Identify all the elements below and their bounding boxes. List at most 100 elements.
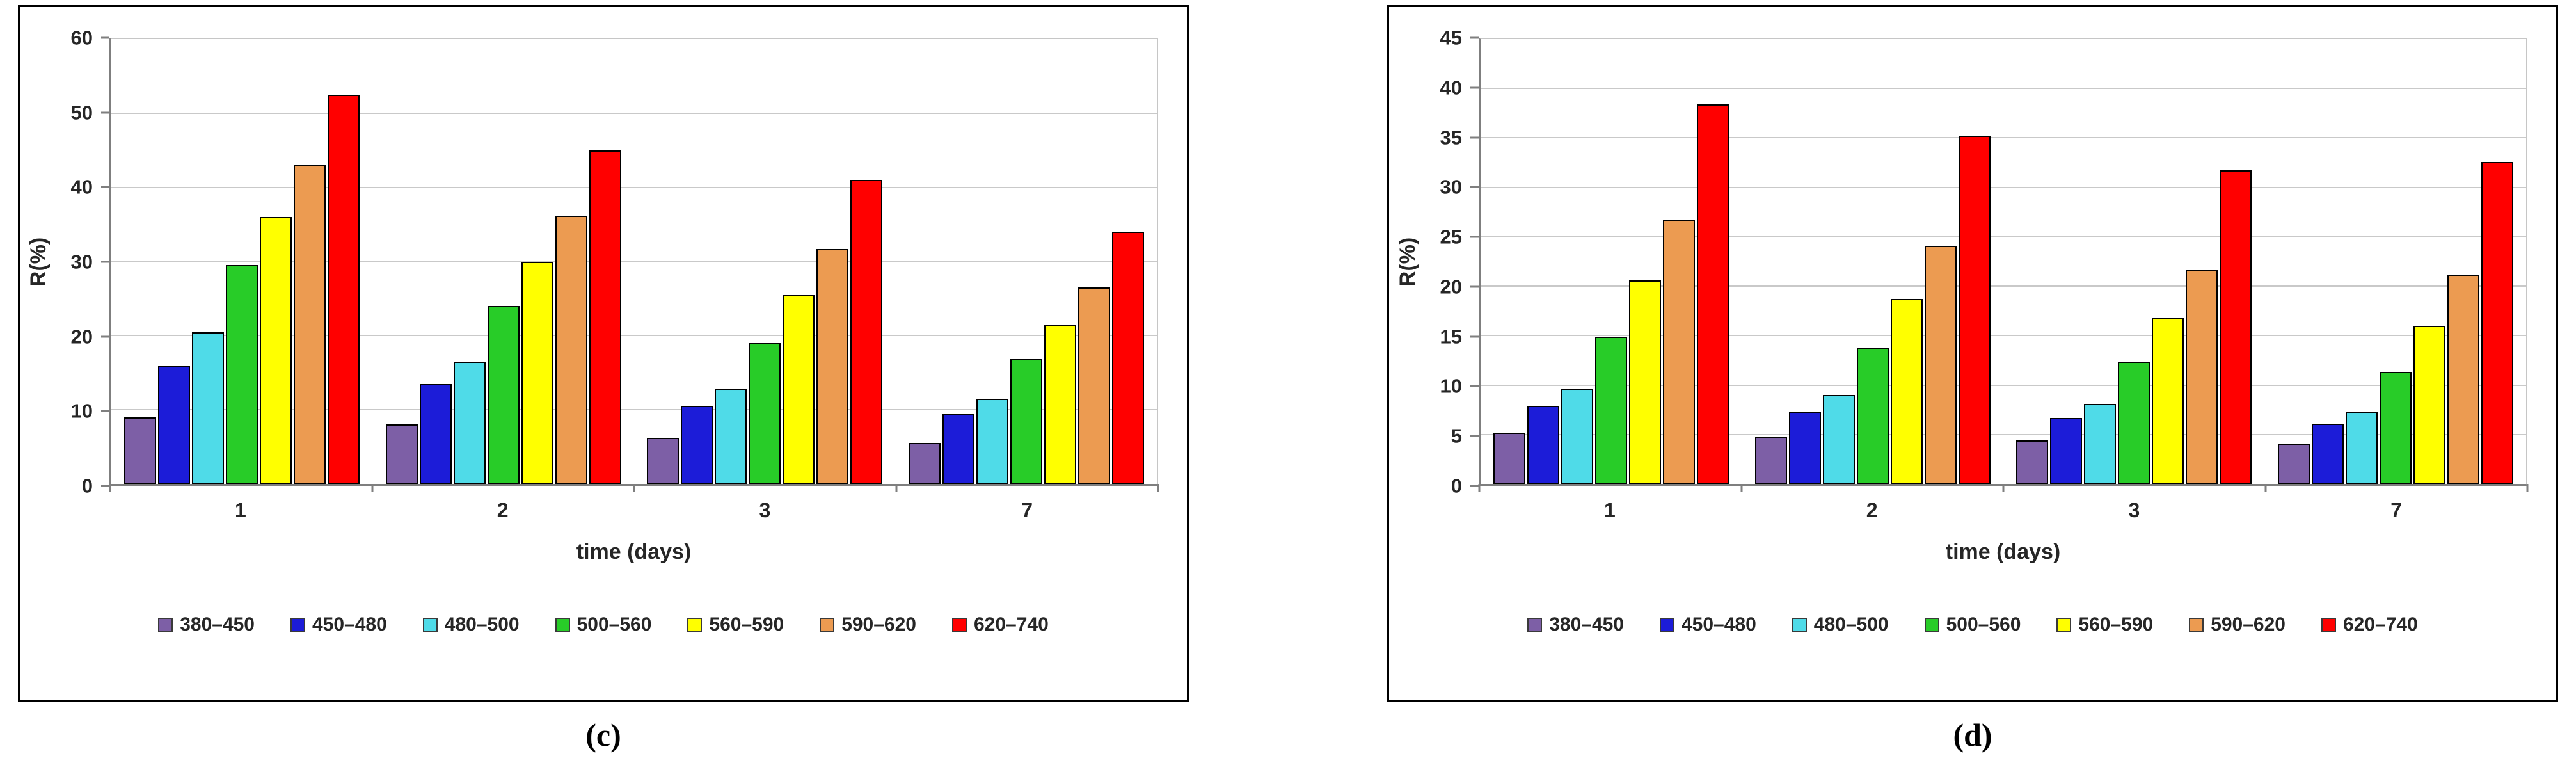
legend-item-590–620: 590–620 — [820, 614, 916, 636]
bar-group-day-2 — [1742, 39, 2004, 484]
panel-caption-d: (d) — [1953, 717, 1992, 753]
bar-group-day-3 — [2003, 39, 2265, 484]
legend-label: 380–450 — [1549, 614, 1624, 635]
bar-620–740-day-7 — [2481, 161, 2513, 484]
legend-color-swatch — [158, 617, 173, 632]
x-axis-tickmarks — [1478, 484, 2529, 493]
bar-480–500-day-1 — [192, 332, 225, 484]
legend-label: 450–480 — [312, 614, 387, 635]
bar-group-day-3 — [634, 39, 896, 484]
y-tick-label: 20 — [1440, 275, 1462, 298]
bar-480–500-day-3 — [715, 389, 747, 484]
bar-620–740-day-1 — [1697, 104, 1729, 484]
bar-group-day-1 — [1481, 39, 1742, 484]
bar-380–450-day-7 — [2277, 443, 2310, 484]
y-tick-mark — [1470, 36, 1479, 39]
legend-label: 380–450 — [180, 614, 255, 635]
bar-480–500-day-2 — [453, 361, 486, 484]
bar-380–450-day-1 — [1493, 432, 1526, 484]
legend-item-380–450: 380–450 — [158, 614, 255, 636]
gridline — [111, 186, 1157, 188]
bar-500–560-day-1 — [226, 265, 258, 484]
x-category-label: 1 — [1603, 499, 1616, 522]
legend-item-590–620: 590–620 — [2189, 614, 2286, 636]
legend: 380–450 450–480 480–500 500–560 560–590 590–6… — [26, 614, 1181, 636]
bar-380–450-day-7 — [908, 443, 941, 484]
legend-item-450–480: 450–480 — [290, 614, 387, 636]
y-tick-mark — [101, 186, 109, 188]
bar-groups — [111, 39, 1157, 484]
bar-500–560-day-2 — [487, 306, 520, 484]
bar-590–620-day-7 — [2447, 274, 2479, 484]
y-tick-mark — [1470, 285, 1479, 288]
legend-label: 620–740 — [2342, 614, 2418, 635]
y-tick-mark — [1470, 435, 1479, 437]
legend-color-swatch — [290, 617, 305, 632]
bar-500–560-day-2 — [1856, 347, 1889, 484]
y-tick-mark — [1470, 86, 1479, 89]
y-tick-label: 35 — [1440, 126, 1462, 149]
bar-500–560-day-7 — [2379, 372, 2412, 484]
bar-590–620-day-3 — [816, 248, 849, 484]
bar-380–450-day-3 — [647, 438, 680, 484]
plot-area — [109, 38, 1159, 492]
bar-380–450-day-2 — [385, 424, 418, 484]
y-axis-ticks: 0 5 10 15 20 25 30 35 40 45 — [1389, 28, 1479, 496]
legend-label: 450–480 — [1682, 614, 1756, 635]
x-axis-labels: 1 2 3 7 — [1479, 499, 2527, 522]
gridline — [1481, 285, 2526, 287]
gridline — [1481, 88, 2526, 90]
legend-color-swatch — [2189, 617, 2204, 632]
bar-480–500-day-3 — [2084, 403, 2117, 484]
bar-560–590-day-7 — [1044, 324, 1076, 484]
x-boundary-tick — [2526, 484, 2529, 492]
y-axis-ticks: 0 10 20 30 40 50 60 — [20, 28, 109, 496]
x-boundary-tick — [895, 484, 897, 492]
y-tick-mark — [1470, 335, 1479, 338]
bar-560–590-day-2 — [1890, 299, 1923, 484]
y-tick-mark — [101, 111, 109, 114]
x-category-label: 7 — [1021, 499, 1033, 522]
bar-560–590-day-3 — [2152, 318, 2184, 484]
y-tick-mark — [101, 335, 109, 338]
legend-color-swatch — [1792, 617, 1807, 632]
legend-label: 620–740 — [973, 614, 1049, 635]
y-tick-mark — [1470, 186, 1479, 188]
legend-item-620–740: 620–740 — [951, 614, 1049, 636]
gridline — [1481, 433, 2526, 435]
y-tick-label: 0 — [81, 474, 93, 497]
legend-label: 560–590 — [709, 614, 784, 635]
bar-500–560-day-3 — [2118, 361, 2151, 484]
x-category-label: 3 — [759, 499, 771, 522]
bar-380–450-day-2 — [1754, 437, 1787, 484]
gridlines — [111, 39, 1157, 484]
x-boundary-tick — [109, 484, 111, 492]
y-tick-mark — [1470, 385, 1479, 387]
bar-450–480-day-2 — [1788, 412, 1821, 484]
y-tick-label: 45 — [1440, 26, 1462, 49]
y-tick-mark — [101, 485, 109, 487]
y-tick-label: 0 — [1451, 474, 1462, 497]
legend-item-620–740: 620–740 — [2321, 614, 2418, 636]
legend-color-swatch — [2321, 617, 2336, 632]
y-tick-label: 40 — [1440, 76, 1462, 99]
gridline — [1481, 137, 2526, 139]
bar-590–620-day-1 — [294, 165, 326, 484]
bar-groups — [1481, 39, 2526, 484]
y-tick-label: 25 — [1440, 225, 1462, 248]
bar-560–590-day-7 — [2413, 325, 2445, 484]
x-axis-title: time (days) — [1945, 540, 2061, 564]
x-boundary-tick — [1740, 484, 1742, 492]
bar-480–500-day-2 — [1822, 395, 1855, 484]
bar-620–740-day-2 — [589, 150, 621, 484]
bar-620–740-day-1 — [328, 94, 360, 484]
bar-480–500-day-7 — [2345, 412, 2378, 484]
legend-item-560–590: 560–590 — [687, 614, 784, 636]
bar-560–590-day-1 — [260, 217, 292, 484]
legend-item-480–500: 480–500 — [422, 614, 520, 636]
bar-560–590-day-3 — [783, 294, 815, 484]
legend-item-480–500: 480–500 — [1792, 614, 1889, 636]
